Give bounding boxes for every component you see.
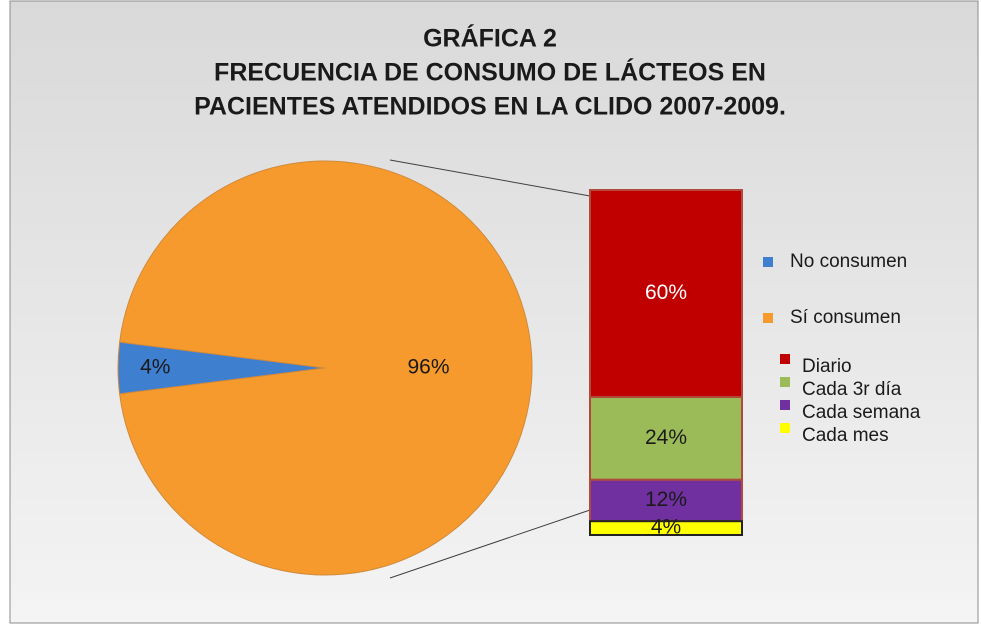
legend-swatch [780, 423, 790, 433]
legend-label: Cada semana [802, 402, 921, 423]
legend-label: Sí consumen [790, 307, 901, 328]
legend-swatch [780, 400, 790, 410]
pie-slice [119, 160, 533, 576]
legend-label: Cada 3r día [802, 379, 902, 400]
chart-title: GRÁFICA 2 [423, 24, 557, 53]
data-label: 60% [645, 281, 687, 304]
legend-swatch [780, 354, 790, 364]
legend-label: No consumen [790, 251, 907, 272]
legend-label: Diario [802, 356, 852, 377]
data-label: 4% [140, 356, 170, 379]
data-label: 12% [645, 488, 687, 511]
data-label: 4% [651, 516, 681, 539]
legend-swatch [763, 313, 773, 323]
bar-segment [589, 520, 743, 537]
connector [389, 509, 591, 579]
chart-title: FRECUENCIA DE CONSUMO DE LÁCTEOS EN [214, 58, 766, 87]
legend-swatch [763, 257, 773, 267]
legend-label: Cada mes [802, 425, 889, 446]
connector [389, 159, 591, 197]
bar-segment [589, 478, 743, 523]
legend-swatch [780, 377, 790, 387]
data-label: 96% [407, 356, 449, 379]
bar-segment [589, 396, 743, 481]
bar-segment [589, 189, 743, 398]
chart-title: PACIENTES ATENDIDOS EN LA CLIDO 2007-200… [194, 93, 786, 121]
data-label: 24% [645, 426, 687, 449]
